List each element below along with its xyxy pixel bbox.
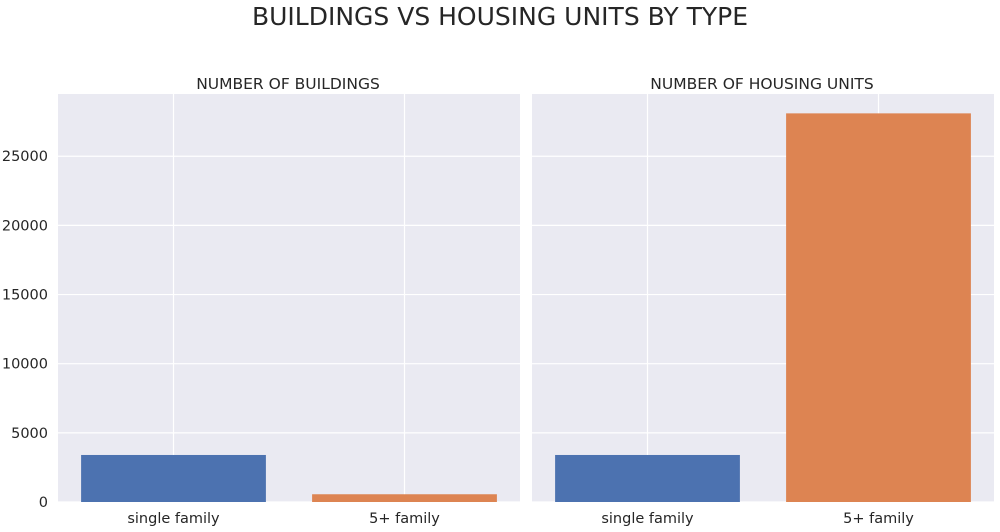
- panel-number-of-housing-units: NUMBER OF HOUSING UNITS single family 5+ …: [532, 75, 994, 527]
- y-tick-label: 25000: [2, 149, 48, 165]
- y-tick-label: 10000: [2, 357, 48, 373]
- plot-area-buildings: [58, 94, 520, 502]
- bar-buildings-5-family: [312, 494, 497, 502]
- y-tick-label: 15000: [2, 288, 48, 304]
- x-tick-label: single family: [601, 511, 694, 527]
- x-tick-label: 5+ family: [843, 511, 914, 527]
- x-tick-label: single family: [127, 511, 220, 527]
- y-tick-label: 0: [39, 495, 48, 511]
- panel-number-of-buildings: NUMBER OF BUILDINGS 0 5000 10000 15000 20000…: [2, 75, 520, 527]
- panel-title-buildings: NUMBER OF BUILDINGS: [196, 75, 380, 93]
- bar-housing-units-single-family: [555, 454, 740, 502]
- y-tick-label: 20000: [2, 218, 48, 234]
- x-tick-label: 5+ family: [369, 511, 440, 527]
- y-tick-label: 5000: [11, 426, 48, 442]
- bar-buildings-single-family: [81, 454, 266, 502]
- bar-housing-units-5-family: [786, 113, 971, 503]
- figure-title: BUILDINGS VS HOUSING UNITS BY TYPE: [252, 2, 748, 31]
- panel-title-housing-units: NUMBER OF HOUSING UNITS: [650, 75, 873, 93]
